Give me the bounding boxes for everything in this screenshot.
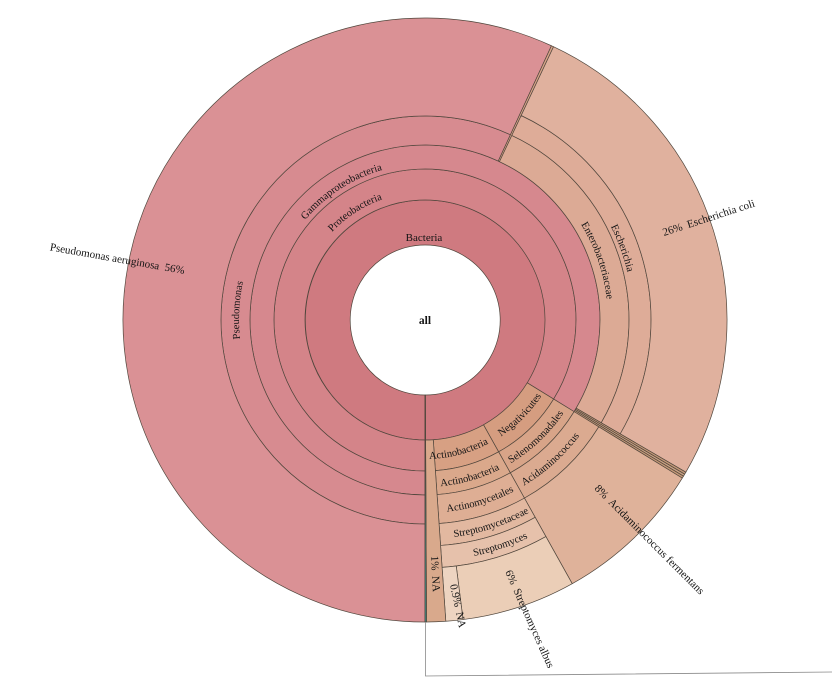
leader-line xyxy=(425,622,832,677)
wedge-minor-taxon[interactable] xyxy=(424,394,427,623)
center-label: all xyxy=(419,315,431,327)
wedge-callout-label: Bacteria xyxy=(406,232,443,244)
wedge-pseudomonas-aeruginosa[interactable] xyxy=(122,17,552,623)
wedge-escherichia-coli[interactable] xyxy=(520,46,728,473)
wedge-callout-label: 1% NA xyxy=(428,556,442,593)
sunburst-rings xyxy=(122,17,728,623)
